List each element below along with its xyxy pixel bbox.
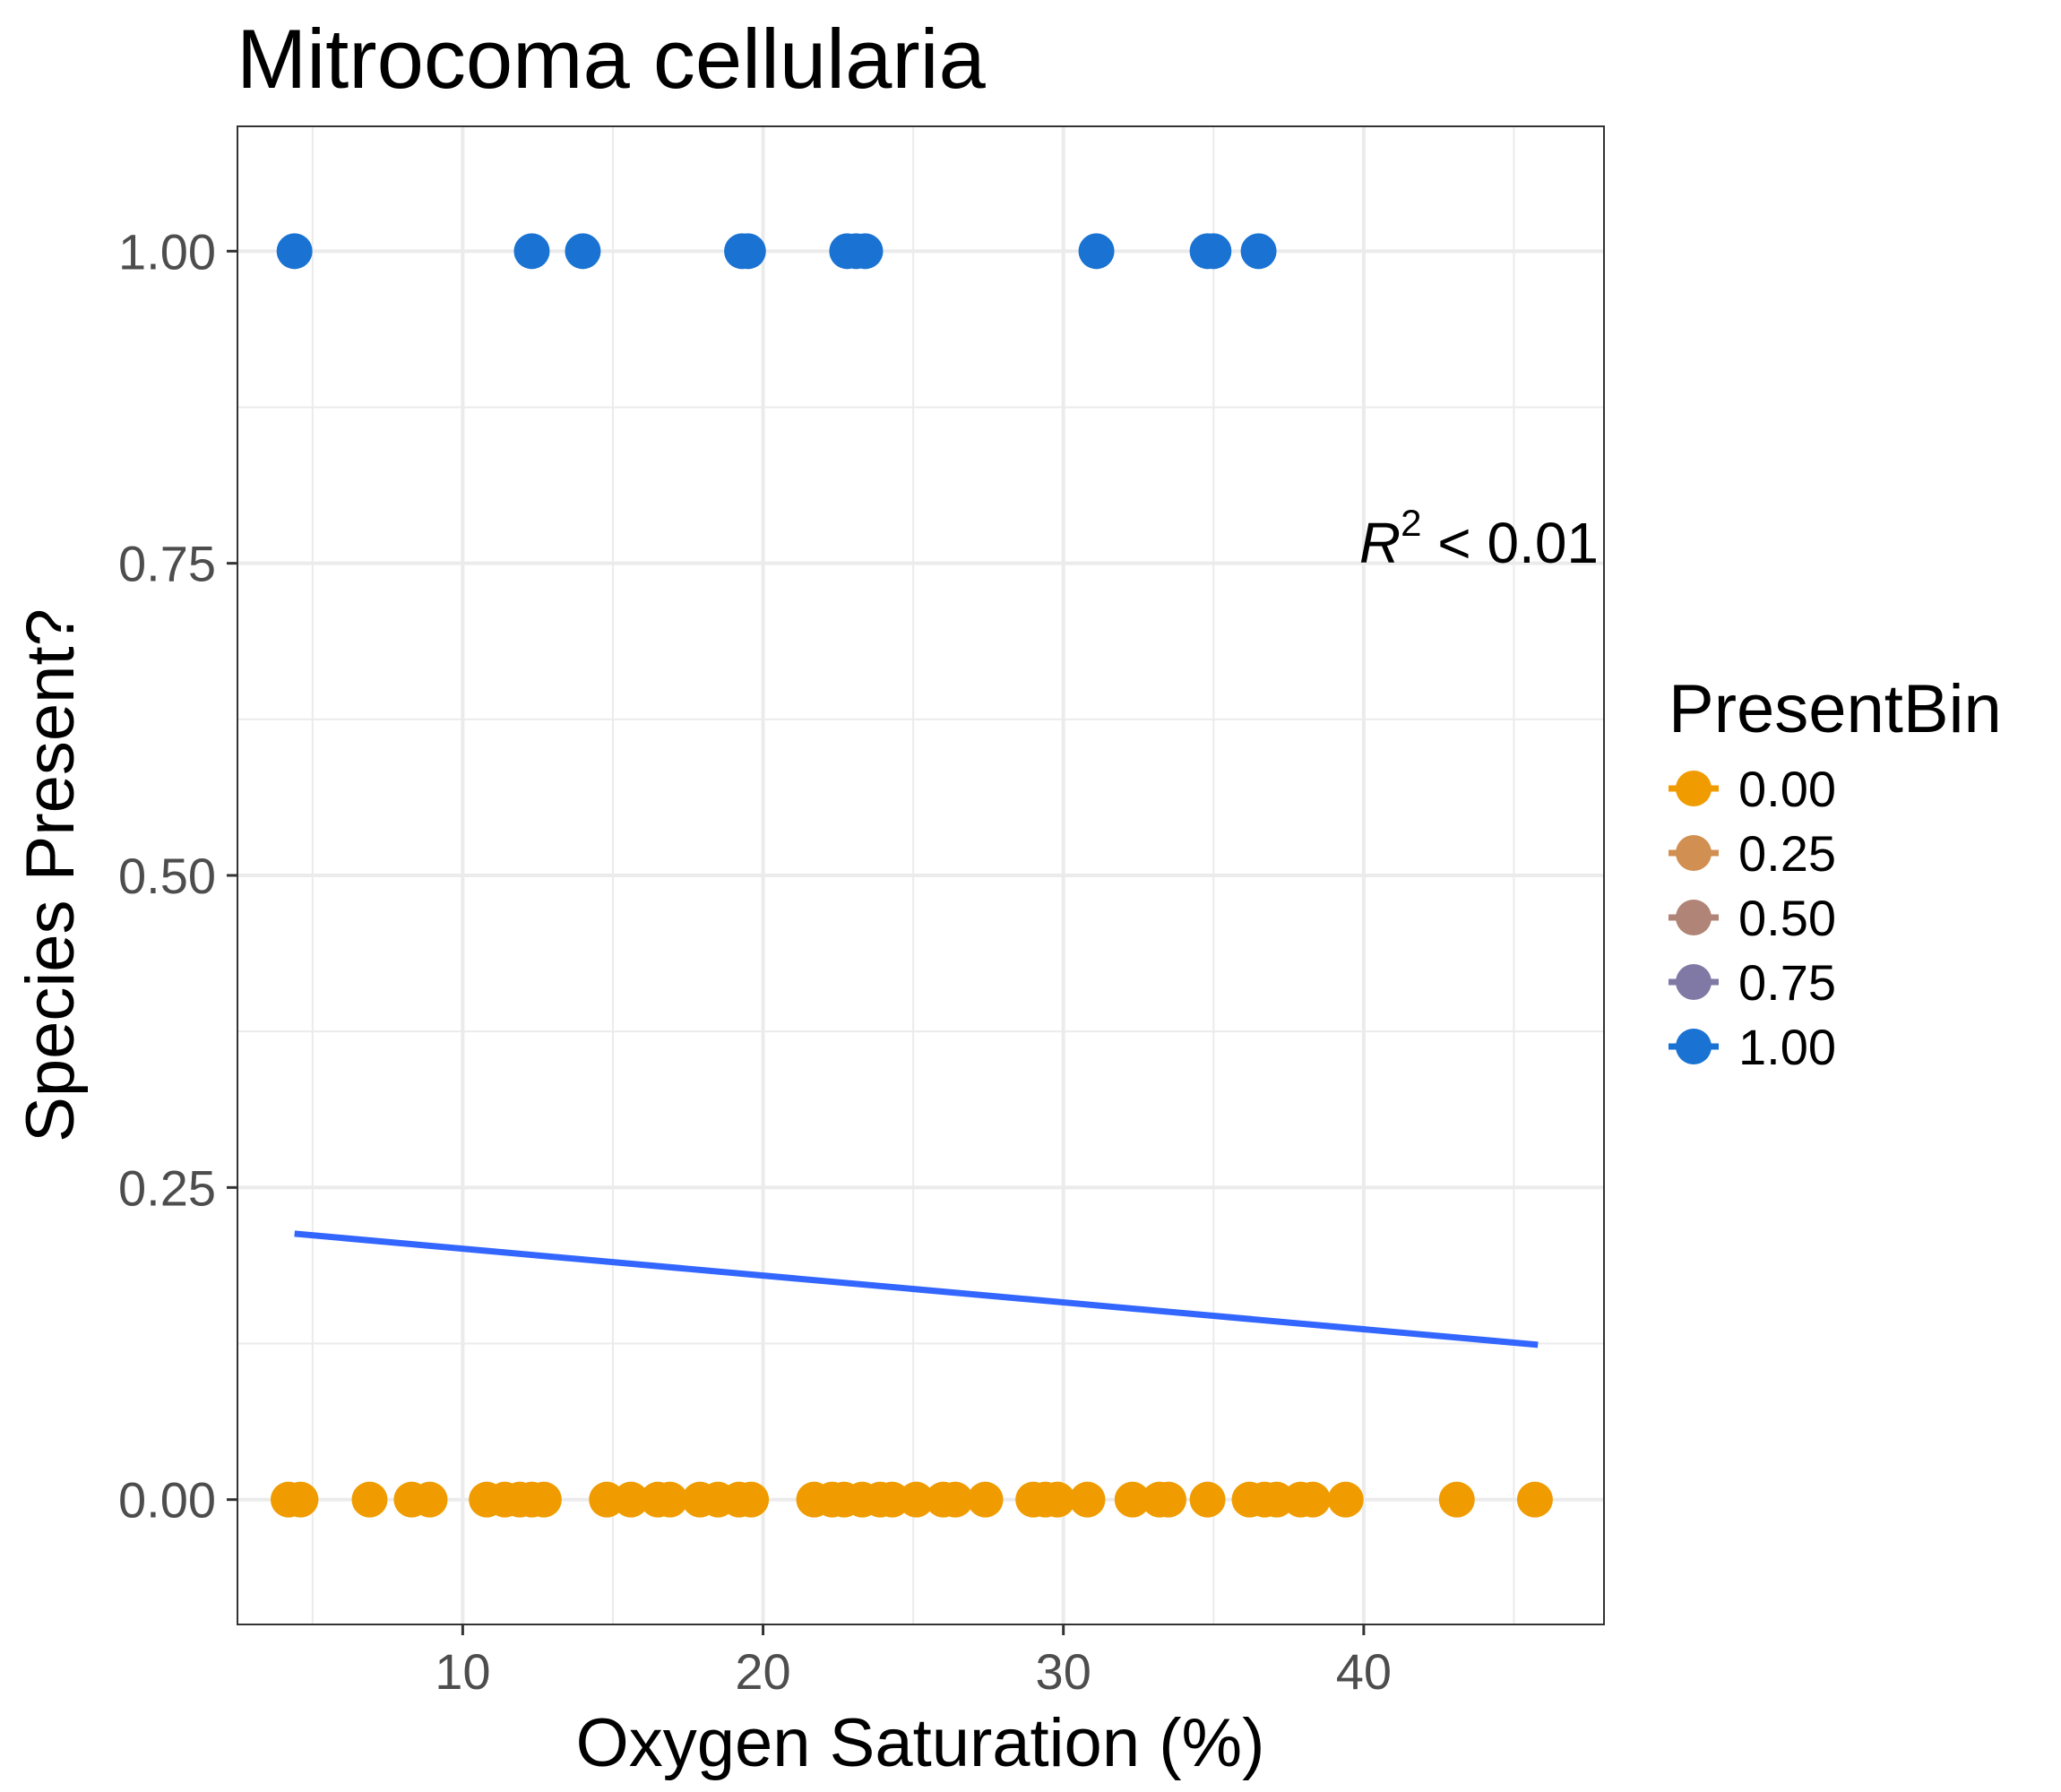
y-tick-label: 1.00: [118, 223, 216, 280]
data-point: [276, 233, 313, 270]
y-axis-title: Species Present?: [13, 608, 89, 1142]
x-tick-label: 10: [435, 1643, 490, 1700]
legend-key-point: [1676, 964, 1712, 1000]
legend-label: 0.00: [1738, 761, 1836, 817]
regression-line: [294, 1230, 1539, 1348]
legend-label: 0.25: [1738, 825, 1836, 882]
legend-title: PresentBin: [1669, 671, 2002, 747]
data-point: [1189, 1481, 1226, 1518]
y-tick-label: 0.75: [118, 536, 216, 592]
x-axis-title: Oxygen Saturation (%): [576, 1705, 1265, 1781]
chart-title: Mitrocoma cellularia: [237, 12, 987, 106]
legend-label: 0.50: [1738, 890, 1836, 946]
legend: PresentBin 0.00 0.25 0.50 0.75 1.00: [1669, 671, 2002, 1075]
data-point: [1039, 1481, 1075, 1518]
data-point: [613, 1481, 650, 1518]
fit-line: [294, 1230, 1539, 1348]
data-point: [1516, 1481, 1553, 1518]
data-point: [937, 1481, 974, 1518]
data-point: [282, 1481, 319, 1518]
data-point: [967, 1481, 1004, 1518]
r-symbol: R: [1359, 511, 1401, 575]
legend-key-point: [1676, 835, 1712, 871]
plot-panel: [237, 125, 1605, 1625]
y-tick-label: 0.50: [118, 848, 216, 904]
y-tick-label: 0.25: [118, 1159, 216, 1216]
data-points: [270, 233, 1553, 1518]
x-axis-ticks: 10 20 30 40: [435, 1624, 1392, 1700]
data-point: [733, 1481, 770, 1518]
r-squared-annotation: R2 < 0.01: [1359, 502, 1599, 575]
data-point: [1195, 233, 1232, 270]
data-point: [1151, 1481, 1187, 1518]
data-point: [1438, 1481, 1475, 1518]
x-tick-label: 40: [1336, 1643, 1392, 1700]
legend-label: 1.00: [1738, 1019, 1836, 1075]
r-value-text: < 0.01: [1422, 511, 1600, 575]
x-tick-label: 30: [1036, 1643, 1091, 1700]
data-point: [729, 233, 766, 270]
legend-key-point: [1676, 1029, 1712, 1064]
data-point: [565, 233, 601, 270]
data-point: [1294, 1481, 1331, 1518]
x-tick-label: 20: [735, 1643, 790, 1700]
data-point: [847, 233, 884, 270]
legend-label: 0.75: [1738, 954, 1836, 1011]
data-point: [651, 1481, 688, 1518]
y-tick-label: 0.00: [118, 1472, 216, 1529]
data-point: [351, 1481, 388, 1518]
legend-key-point: [1676, 900, 1712, 935]
data-point: [525, 1481, 562, 1518]
data-point: [1078, 233, 1115, 270]
data-point: [1240, 233, 1277, 270]
data-point: [1327, 1481, 1364, 1518]
legend-key-point: [1676, 771, 1712, 806]
data-point: [513, 233, 550, 270]
data-point: [1114, 1481, 1151, 1518]
r-exponent: 2: [1401, 502, 1421, 544]
data-point: [1069, 1481, 1106, 1518]
data-point: [411, 1481, 448, 1518]
y-axis-ticks: 0.00 0.25 0.50 0.75 1.00: [118, 223, 237, 1529]
data-point: [898, 1481, 935, 1518]
